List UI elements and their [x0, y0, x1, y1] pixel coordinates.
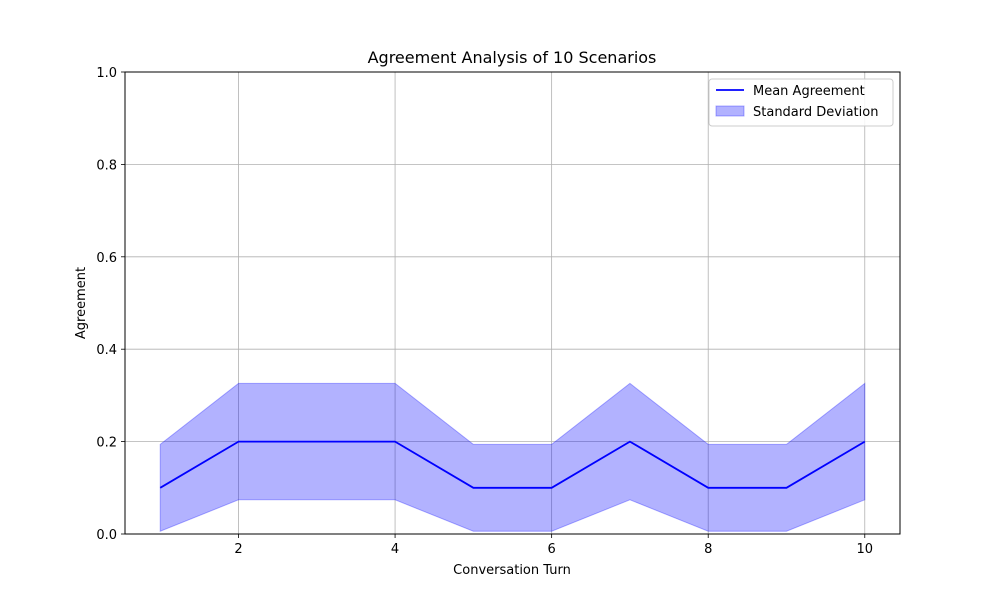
std-deviation-band — [159, 382, 866, 532]
band-layer — [159, 382, 866, 532]
y-axis-label: Agreement — [74, 267, 89, 339]
x-tick-label: 6 — [548, 542, 556, 557]
legend: Mean Agreement Standard Deviation — [708, 78, 894, 127]
y-tick-label: 0.4 — [96, 343, 117, 358]
y-tick-label: 0.2 — [96, 436, 117, 451]
x-tick-label: 2 — [234, 542, 242, 557]
y-tick-label: 0.0 — [96, 528, 117, 543]
legend-band-swatch — [715, 105, 745, 117]
x-axis-ticks: 2 4 6 8 10 — [234, 534, 873, 557]
x-axis-label: Conversation Turn — [453, 563, 571, 578]
legend-label-std: Standard Deviation — [753, 105, 878, 120]
plot-frame — [124, 71, 901, 535]
y-tick-label: 0.8 — [96, 158, 117, 173]
y-tick-label: 0.6 — [96, 251, 117, 266]
line-layer — [159, 440, 866, 489]
mean-agreement-line — [159, 440, 866, 489]
y-tick-label: 1.0 — [96, 66, 117, 81]
legend-box — [708, 78, 894, 127]
x-tick-label: 10 — [856, 542, 873, 557]
legend-label-mean: Mean Agreement — [753, 84, 865, 99]
chart-title: Agreement Analysis of 10 Scenarios — [368, 48, 657, 67]
x-tick-label: 4 — [391, 542, 399, 557]
x-tick-label: 8 — [704, 542, 712, 557]
y-axis-ticks: 0.0 0.2 0.4 0.6 0.8 1.0 — [96, 66, 125, 543]
